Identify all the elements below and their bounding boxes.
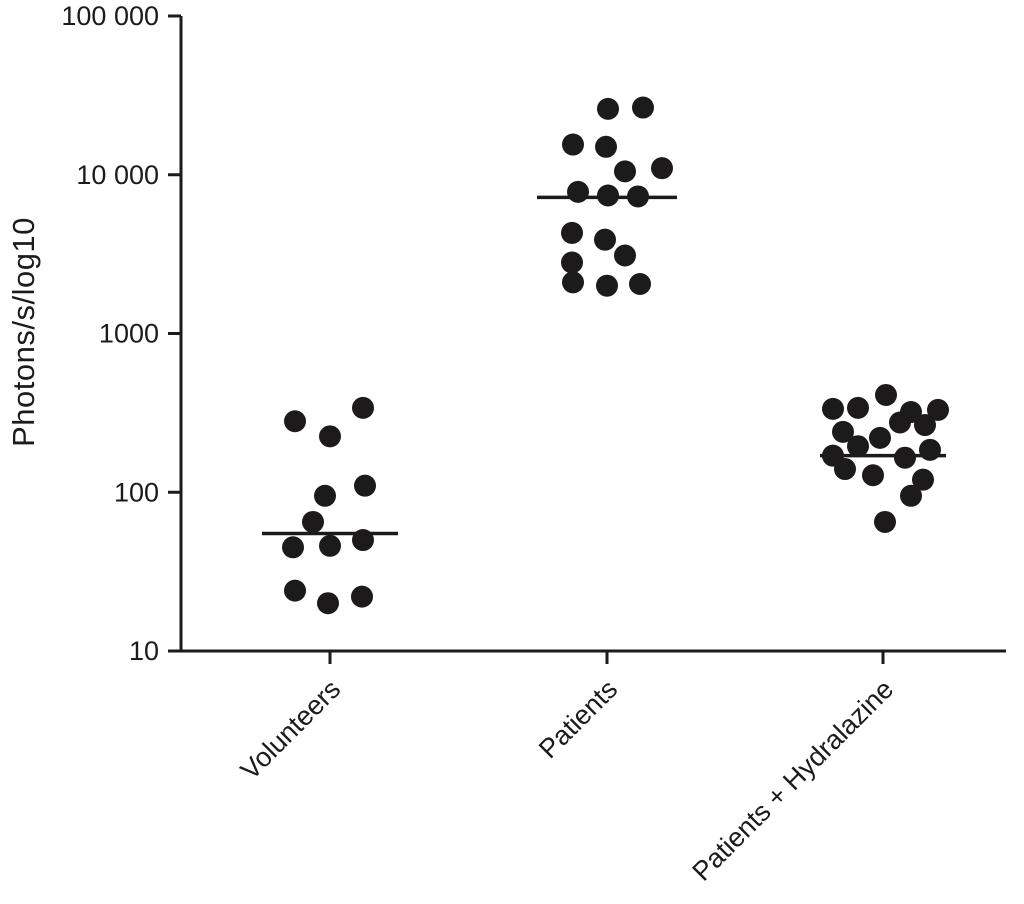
axis-lines: [179, 16, 1006, 653]
data-point: [282, 536, 304, 559]
data-point: [832, 420, 854, 443]
data-point: [352, 396, 374, 419]
data-point: [319, 425, 341, 448]
data-point: [614, 160, 636, 183]
data-point: [651, 157, 673, 180]
data-point: [875, 383, 897, 406]
data-point: [614, 244, 636, 267]
data-point: [874, 510, 896, 533]
x-category-label: Patients: [533, 674, 623, 764]
data-point: [822, 397, 844, 420]
data-point: [847, 435, 869, 458]
data-point: [596, 274, 618, 297]
data-point: [914, 414, 936, 437]
data-point: [869, 426, 891, 449]
data-point: [834, 458, 856, 481]
data-point: [561, 221, 583, 244]
data-point: [894, 446, 916, 469]
data-point: [595, 135, 617, 158]
data-point: [597, 184, 619, 207]
data-point: [302, 510, 324, 533]
data-point: [317, 592, 339, 615]
data-point: [354, 474, 376, 497]
data-point: [627, 185, 649, 208]
data-point: [561, 251, 583, 274]
y-tick-label: 1000: [99, 319, 159, 349]
data-point: [594, 228, 616, 251]
data-point: [351, 585, 373, 608]
data-point: [597, 97, 619, 120]
data-point: [319, 534, 341, 557]
data-point: [927, 398, 949, 421]
data-point: [567, 180, 589, 203]
data-point: [919, 438, 941, 461]
data-point: [862, 464, 884, 487]
data-point: [284, 579, 306, 602]
y-tick-label: 100 000: [61, 1, 159, 31]
x-category-label: Volunteers: [235, 674, 346, 785]
data-point: [900, 484, 922, 507]
y-tick-label: 10: [129, 636, 159, 666]
data-point: [632, 96, 654, 119]
y-tick-label: 100: [114, 477, 159, 507]
data-point: [629, 273, 651, 296]
data-point: [889, 411, 911, 434]
y-tick-label: 10 000: [76, 160, 159, 190]
x-category-label: Patients + Hydralazine: [686, 674, 899, 887]
data-point: [284, 410, 306, 433]
data-point: [352, 529, 374, 552]
data-point: [562, 133, 584, 156]
data-point: [912, 468, 934, 491]
data-point: [562, 271, 584, 294]
data-point: [847, 396, 869, 419]
data-point: [314, 484, 336, 507]
